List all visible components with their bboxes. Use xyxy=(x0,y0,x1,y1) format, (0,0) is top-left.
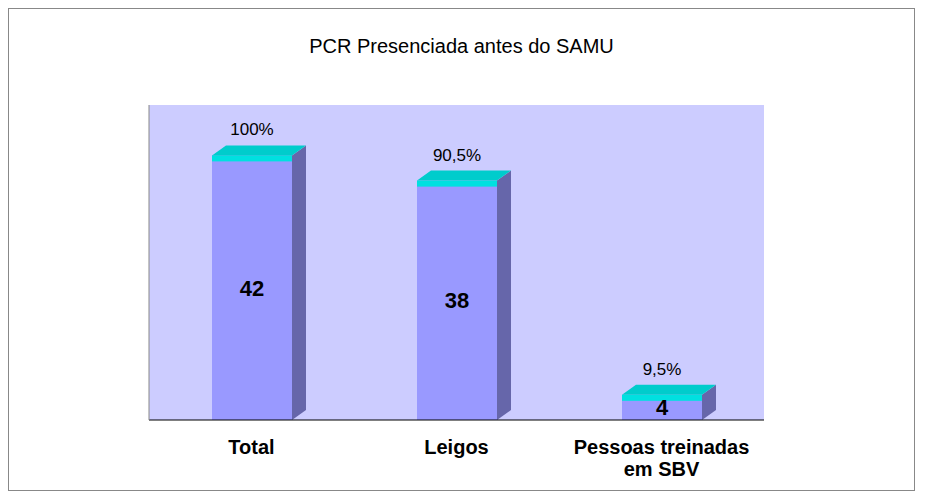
svg-text:9,5%: 9,5% xyxy=(643,360,682,379)
svg-text:38: 38 xyxy=(445,288,469,313)
svg-text:100%: 100% xyxy=(230,120,273,139)
svg-text:Total: Total xyxy=(228,436,274,458)
svg-text:Leigos: Leigos xyxy=(424,436,488,458)
html-text:PCR Presenciada antes do SAMU: PCR Presenciada antes do SAMU xyxy=(309,35,614,57)
svg-text:42: 42 xyxy=(240,276,264,301)
svg-text:90,5%: 90,5% xyxy=(433,146,481,165)
svg-text:4: 4 xyxy=(656,395,669,420)
svg-text:Pessoas treinadasem SBV: Pessoas treinadasem SBV xyxy=(574,436,750,480)
